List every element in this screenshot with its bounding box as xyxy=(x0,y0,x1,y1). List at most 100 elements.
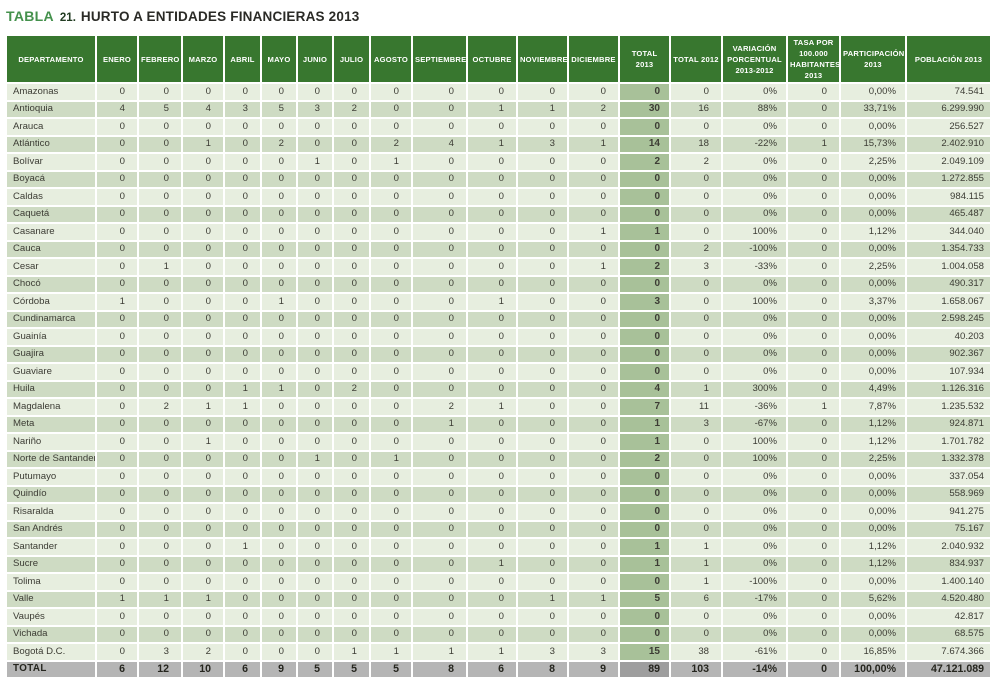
table-cell: 1,12% xyxy=(839,432,907,452)
table-cell: 0 xyxy=(260,519,298,539)
table-cell: 88% xyxy=(721,99,788,119)
table-cell: 0 xyxy=(296,554,334,574)
table-cell: 0 xyxy=(618,467,671,487)
table-cell: 0 xyxy=(786,362,841,382)
table-cell: 1 xyxy=(618,537,671,557)
table-cell: 1 xyxy=(369,642,413,662)
table-cell: 0 xyxy=(411,502,468,522)
table-cell: 0 xyxy=(411,82,468,102)
table-cell: 0 xyxy=(137,519,183,539)
table-cell: 0 xyxy=(567,169,620,189)
table-cell: -100% xyxy=(721,572,788,592)
table-cell: 0 xyxy=(95,397,139,417)
column-header-5: MAYO xyxy=(260,34,298,84)
table-cell: 0 xyxy=(95,502,139,522)
table-cell: 0% xyxy=(721,519,788,539)
table-cell: 0 xyxy=(411,99,468,119)
table-cell: 0 xyxy=(786,467,841,487)
table-cell: 0 xyxy=(466,187,518,207)
table-cell: 1 xyxy=(411,414,468,434)
table-cell: 1 xyxy=(466,292,518,312)
table-cell: 0 xyxy=(618,502,671,522)
table-cell: 2 xyxy=(332,99,371,119)
table-cell: 0 xyxy=(466,169,518,189)
table-title-text: HURTO A ENTIDADES FINANCIERAS 2013 xyxy=(80,9,360,24)
table-cell: 1 xyxy=(466,134,518,154)
table-cell: 0% xyxy=(721,537,788,557)
table-cell: 0 xyxy=(786,292,841,312)
table-cell: 1 xyxy=(786,134,841,154)
table-cell: 834.937 xyxy=(905,554,992,574)
table-cell: 0 xyxy=(260,467,298,487)
table-cell: 3,37% xyxy=(839,292,907,312)
table-cell: 2 xyxy=(332,379,371,399)
table-cell: 0 xyxy=(786,607,841,627)
table-cell: 1 xyxy=(411,642,468,662)
table-cell: 15 xyxy=(618,642,671,662)
table-cell: 0 xyxy=(137,309,183,329)
table-cell: 0 xyxy=(516,414,569,434)
table-cell: 0 xyxy=(618,519,671,539)
table-cell: 2 xyxy=(369,134,413,154)
table-cell: 0 xyxy=(181,292,225,312)
table-cell: 0 xyxy=(296,379,334,399)
table-cell: 0 xyxy=(296,519,334,539)
table-cell: 490.317 xyxy=(905,274,992,294)
table-cell: 0% xyxy=(721,327,788,347)
table-cell: 2.040.932 xyxy=(905,537,992,557)
table-cell: Arauca xyxy=(5,117,97,137)
table-cell: 0 xyxy=(95,519,139,539)
table-cell: 0 xyxy=(332,292,371,312)
table-cell: 18 xyxy=(669,134,723,154)
table-cell: 1 xyxy=(332,642,371,662)
table-cell: 0 xyxy=(260,222,298,242)
table-cell: 0 xyxy=(296,589,334,609)
table-cell: 0 xyxy=(223,187,262,207)
table-cell: 1 xyxy=(137,589,183,609)
table-row: Caldas 0 0 0 0 0 0 0 0 0 0 0 0 0 0 0% 0 0,00% 984.115 xyxy=(5,187,992,207)
table-cell: 0 xyxy=(223,642,262,662)
table-cell: 0 xyxy=(466,82,518,102)
table-cell: 0 xyxy=(332,344,371,364)
table-cell: 0 xyxy=(466,327,518,347)
table-cell: 0 xyxy=(466,572,518,592)
table-cell: 0 xyxy=(260,589,298,609)
table-cell: 1.354.733 xyxy=(905,239,992,259)
table-cell: 0 xyxy=(516,344,569,364)
table-cell: 0 xyxy=(567,572,620,592)
table-cell: 0 xyxy=(466,449,518,469)
table-cell: 0 xyxy=(332,467,371,487)
table-cell: 0 xyxy=(369,222,413,242)
table-cell: 0 xyxy=(618,572,671,592)
table-cell: 0 xyxy=(223,82,262,102)
column-header-6: JUNIO xyxy=(296,34,334,84)
table-cell: 100,00% xyxy=(839,659,907,679)
table-cell: 0 xyxy=(296,537,334,557)
table-cell: Vichada xyxy=(5,624,97,644)
table-row: Chocó 0 0 0 0 0 0 0 0 0 0 0 0 0 0 0% 0 0,00% 490.317 xyxy=(5,274,992,294)
table-cell: 0 xyxy=(95,134,139,154)
table-cell: 0 xyxy=(369,169,413,189)
table-cell: 1 xyxy=(296,152,334,172)
table-cell: 0 xyxy=(411,379,468,399)
table-cell: 0,00% xyxy=(839,187,907,207)
table-cell: 0 xyxy=(516,607,569,627)
table-cell: 3 xyxy=(618,292,671,312)
table-cell: Amazonas xyxy=(5,82,97,102)
table-cell: 3 xyxy=(669,414,723,434)
table-cell: 337.054 xyxy=(905,467,992,487)
table-cell: 2 xyxy=(411,397,468,417)
table-cell: 0 xyxy=(466,607,518,627)
table-cell: 0 xyxy=(223,467,262,487)
table-cell: Risaralda xyxy=(5,502,97,522)
table-row: Guainía 0 0 0 0 0 0 0 0 0 0 0 0 0 0 0% 0 0,00% 40.203 xyxy=(5,327,992,347)
table-cell: 33,71% xyxy=(839,99,907,119)
table-cell: Guaviare xyxy=(5,362,97,382)
table-cell: 941.275 xyxy=(905,502,992,522)
table-cell: 0 xyxy=(516,117,569,137)
table-cell: 0 xyxy=(411,607,468,627)
table-cell: 0 xyxy=(260,642,298,662)
table-cell: 0 xyxy=(567,414,620,434)
table-cell: 0 xyxy=(786,414,841,434)
table-cell: 0,00% xyxy=(839,362,907,382)
